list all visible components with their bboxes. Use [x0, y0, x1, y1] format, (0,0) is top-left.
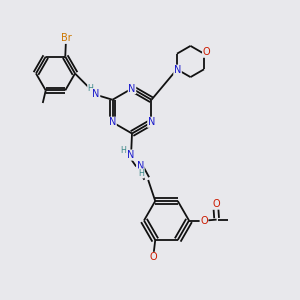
Text: O: O	[202, 47, 210, 57]
Text: N: N	[92, 89, 100, 99]
Text: O: O	[212, 199, 220, 209]
Text: N: N	[148, 117, 155, 127]
Text: N: N	[128, 83, 136, 94]
Text: H: H	[138, 169, 144, 178]
Text: N: N	[174, 65, 181, 75]
Text: O: O	[149, 252, 157, 262]
Text: N: N	[109, 117, 116, 127]
Text: N: N	[127, 150, 134, 160]
Text: O: O	[200, 215, 208, 226]
Text: N: N	[137, 161, 144, 172]
Text: H: H	[120, 146, 126, 155]
Text: Br: Br	[61, 33, 71, 43]
Text: H: H	[88, 84, 94, 93]
